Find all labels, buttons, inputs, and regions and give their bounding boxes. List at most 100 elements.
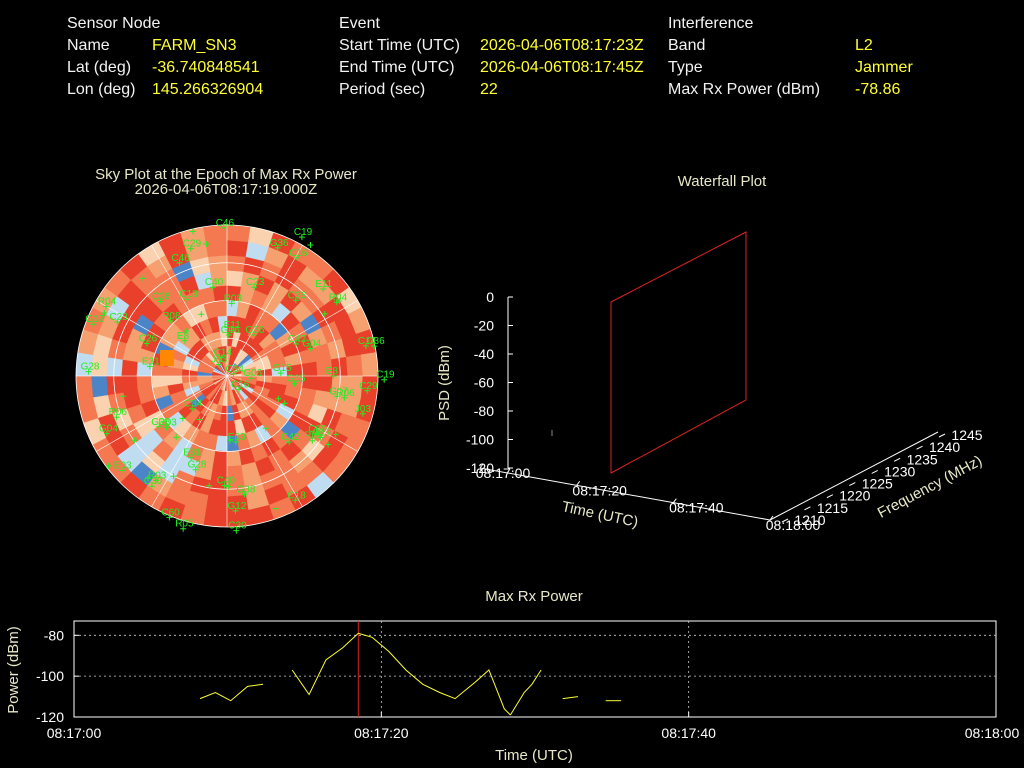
satellite-label: G36 [270,238,289,249]
satellite-marker [85,368,92,375]
satellite-marker [251,284,257,291]
waterfall-freq-tick [916,445,923,450]
event-start-value: 2026-04-06T08:17:23Z [480,37,644,54]
satellite-marker [274,244,281,251]
satellite-marker [163,424,170,431]
waterfall-freq-tick [938,433,946,438]
satellite-marker [198,311,205,318]
satellite-marker [190,228,196,235]
satellite-marker [104,430,110,437]
satellite-label: C23 [109,312,128,323]
satellite-marker [292,340,299,347]
chart-y-ticks: -80 -100 -120 [36,627,79,725]
chart-x-label: Time (UTC) [495,747,573,764]
waterfall-time-ticks: 08:17:00 08:17:20 08:17:40 08:18:00 [476,463,820,533]
skyplot-azimuth-line [151,375,228,507]
satellite-label: G38 [237,484,256,495]
satellite-marker [181,337,188,344]
waterfall-z-tick-label: -80 [474,403,494,419]
satellite-marker [307,345,314,352]
skyplot-peak-cell [160,350,174,366]
satellite-label: C46 [172,253,191,264]
satellite-marker [173,434,180,441]
satellite-label: C34 [184,399,203,410]
satellite-label: C19 [376,370,395,381]
waterfall-time-tick [769,515,774,521]
satellite-label: C30 [228,521,247,532]
skyplot-title: Sky Plot at the Epoch of Max Rx Power [95,166,357,183]
waterfall-time-tick [479,463,484,469]
skyplot-azimuth-line [226,375,303,507]
satellite-marker [248,375,255,382]
satellite-marker [167,317,174,324]
satellite-label: C46 [216,218,235,229]
satellite-label: C26 [139,334,158,345]
satellite-marker [364,387,371,394]
satellite-label: G04 [99,424,118,435]
sensor-name-value: FARM_SN3 [152,37,237,54]
satellite-label: R08 [162,311,181,322]
chart-series-line [562,696,579,700]
sensor-lat-value: -36.740848541 [152,59,260,76]
waterfall-z-ticks: 0-20-40-60-80-100-120 [466,289,513,476]
satellite-label: C26 [152,292,171,303]
satellite-label: C14 [358,336,377,347]
chart-x-ticks: 08:17:00 08:17:20 08:17:40 08:18:00 [47,712,1019,741]
satellite-marker [294,254,301,261]
event-end-value: 2026-04-06T08:17:45Z [480,59,644,76]
waterfall-time-marker [610,231,747,474]
satellite-label: C40 [205,277,224,288]
chart-series-line [199,683,264,702]
satellite-label: E11 [315,279,332,290]
satellite-marker [292,497,299,504]
satellite-marker [359,410,366,417]
satellite-label: C16 [231,379,250,390]
satellite-marker [102,303,109,310]
event-header: Event [339,15,380,32]
satellite-marker [113,414,120,421]
satellite-label: R03 [158,417,177,428]
waterfall-z-tick-label: -100 [466,432,494,448]
interference-band-label: Band [668,37,706,54]
satellite-label: C36 [288,290,307,301]
chart-title: Max Rx Power [485,588,583,605]
satellite-marker [203,241,210,247]
satellite-label: R03 [148,470,167,481]
satellite-label: C19 [294,227,313,238]
satellite-marker [227,437,233,444]
satellite-marker [218,354,225,361]
satellite-label: E8 [177,331,190,342]
satellite-marker [336,298,343,304]
satellite-label: J03 [355,404,372,415]
satellite-marker [221,482,228,489]
satellite-label: R05 [304,431,323,442]
chart-y-label: Power (dBm) [5,626,22,714]
satellite-label: G12 [85,314,104,325]
satellite-marker [230,370,237,377]
satellite-label: J03 [211,355,228,366]
chart-frame [73,620,997,718]
satellite-label: E11 [224,320,241,331]
skyplot-grid [75,224,379,528]
satellite-marker [196,416,203,423]
sensor-name-label: Name [67,37,110,54]
satellite-marker [209,284,216,291]
satellite-label: G17 [312,428,331,439]
satellite-marker [225,483,232,490]
satellite-label: E03 [228,432,246,443]
satellite-marker [120,393,127,400]
satellite-marker [232,439,239,445]
satellite-marker [277,370,284,377]
waterfall-freq-tick [804,506,811,511]
satellite-label: G17 [329,386,348,397]
satellite-label: G15 [287,374,306,385]
satellite-marker [105,462,112,469]
satellite-marker [321,310,328,317]
waterfall-freq-tick-label: 1225 [862,476,893,492]
satellite-marker [236,386,242,393]
interference-type-value: Jammer [855,59,913,76]
chart-series-line [291,632,511,716]
satellite-marker [143,340,150,347]
